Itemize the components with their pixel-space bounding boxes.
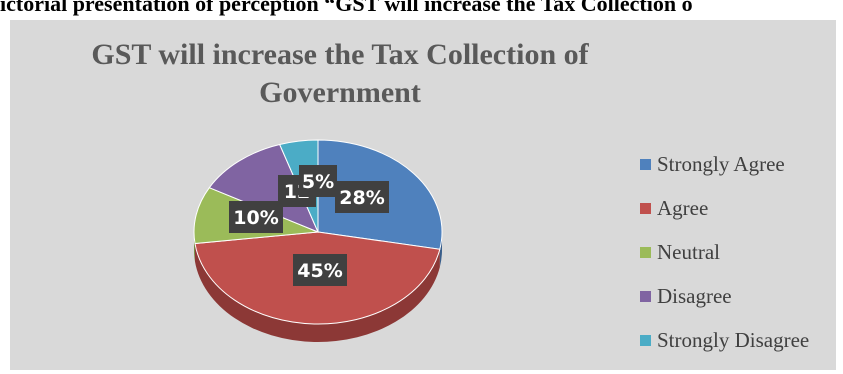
legend-swatch [640,158,651,170]
data-label-neutral: 10% [229,201,283,233]
data-label-agree: 45% [293,254,347,286]
svg-text:45%: 45% [297,260,342,282]
legend-swatch [640,290,651,302]
pie-slice-disagree [208,143,319,233]
legend-item-agree: Agree [640,186,809,230]
legend-label: Disagree [657,283,732,308]
legend-label: Strongly Disagree [657,327,810,352]
legend-item-disagree: Disagree [640,274,809,318]
pie-plot: 28%45%10%125% [193,139,443,342]
chart-area: GST will increase the Tax Collection of … [10,20,836,370]
legend-label: Agree [657,195,709,220]
data-label-strongly-agree: 28% [335,181,389,213]
legend-item-strongly-agree: Strongly Agree [640,142,809,186]
legend-swatch [640,334,651,346]
legend-swatch [640,246,651,258]
legend-label: Strongly Agree [657,151,785,176]
legend-label: Neutral [657,239,720,264]
legend: Strongly Agree Agree Neutral Disagree Strong… [640,142,809,362]
legend-swatch [640,202,651,214]
legend-item-neutral: Neutral [640,230,809,274]
figure-caption: ictorial presentation of perception “GST… [0,0,693,16]
svg-text:10%: 10% [233,207,278,229]
legend-item-strongly-disagree: Strongly Disagree [640,318,809,362]
svg-text:28%: 28% [339,187,384,209]
pie-side-agree [194,243,440,342]
chart-title-line-2: Government [259,76,421,109]
chart-title-line-1: GST will increase the Tax Collection of [91,38,589,71]
svg-text:5%: 5% [302,171,334,193]
chart-title: GST will increase the Tax Collection of … [10,36,670,112]
data-label-strongly-disagree: 5% [299,165,337,197]
